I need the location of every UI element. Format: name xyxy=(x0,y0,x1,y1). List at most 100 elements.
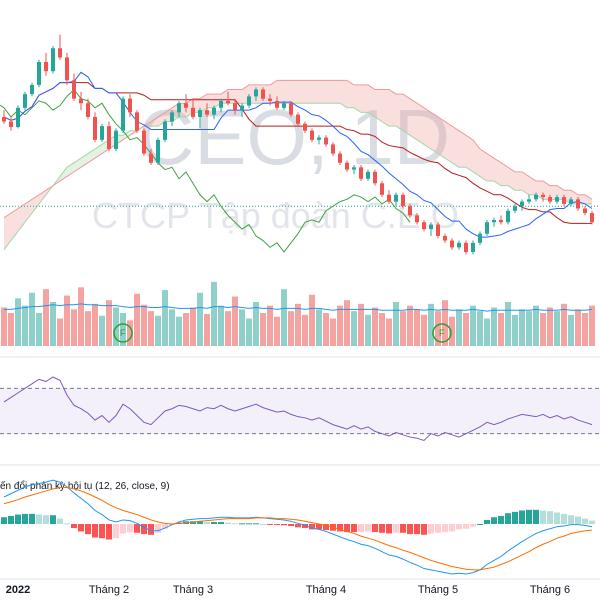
volume-bar xyxy=(372,307,378,346)
cloud-segment xyxy=(473,139,480,177)
macd-histogram-bar xyxy=(393,524,399,533)
volume-bar xyxy=(176,316,182,346)
macd-histogram-bar xyxy=(400,524,406,533)
candle-body xyxy=(128,98,132,113)
volume-bar xyxy=(407,305,413,346)
candle-body xyxy=(65,57,69,81)
macd-histogram-bar xyxy=(498,515,504,524)
volume-bar xyxy=(421,314,427,346)
macd-histogram-bar xyxy=(288,524,294,527)
macd-histogram-bar xyxy=(337,524,343,532)
volume-bar xyxy=(253,302,259,346)
candle-body xyxy=(247,96,251,106)
candle-body xyxy=(23,94,27,108)
candle-body xyxy=(184,103,188,108)
cloud-segment xyxy=(333,80,340,104)
macd-histogram-bar xyxy=(547,511,553,524)
candle-body xyxy=(373,171,377,184)
volume-bar xyxy=(36,313,42,346)
volume-bar xyxy=(134,293,140,346)
candle-body xyxy=(233,103,237,111)
candle-body xyxy=(555,197,559,202)
volume-marker-label: F xyxy=(120,328,126,338)
volume-bar xyxy=(183,313,189,346)
cloud-segment xyxy=(438,116,445,159)
volume-bar xyxy=(302,314,308,346)
candle-body xyxy=(422,222,426,230)
macd-histogram-bar xyxy=(141,524,147,535)
macd-histogram-bar xyxy=(22,513,28,524)
rsi-pane xyxy=(0,376,600,442)
macd-histogram-bar xyxy=(428,524,434,534)
volume-bar xyxy=(477,311,483,346)
volume-marker-label: F xyxy=(439,328,445,338)
volume-bar xyxy=(64,295,70,346)
macd-histogram-bar xyxy=(309,524,315,530)
candle-body xyxy=(37,62,41,85)
volume-bar xyxy=(267,305,273,346)
volume-bar xyxy=(316,309,322,346)
candle-body xyxy=(450,240,454,248)
cloud-segment xyxy=(452,126,459,168)
volume-marker-circle xyxy=(432,323,452,343)
volume-bar xyxy=(442,300,448,346)
volume-marker-circle xyxy=(113,323,133,343)
macd-histogram-bar xyxy=(64,523,70,525)
volume-bar xyxy=(309,294,315,346)
cloud-segment xyxy=(354,84,361,113)
cloud-segment xyxy=(207,94,214,108)
volume-bar xyxy=(169,309,175,346)
macd-histogram-bar xyxy=(582,518,588,524)
cloud-segment xyxy=(487,153,494,182)
candle-body xyxy=(163,121,167,140)
cloud-segment xyxy=(312,80,319,104)
macd-histogram-bar xyxy=(295,524,301,528)
volume-bar xyxy=(435,311,441,346)
macd-histogram-bar xyxy=(491,517,497,524)
cloud-segment xyxy=(382,89,389,127)
cloud-segment xyxy=(284,80,291,104)
volume-bar xyxy=(449,316,455,346)
volume-bar xyxy=(92,303,98,346)
cloud-segment xyxy=(319,80,326,104)
volume-bar xyxy=(463,313,469,346)
candle-body xyxy=(401,194,405,207)
candle-body xyxy=(191,107,195,117)
macd-histogram-bar xyxy=(99,524,105,539)
macd-histogram-bar xyxy=(197,521,203,524)
volume-bar xyxy=(491,307,497,346)
cloud-segment xyxy=(417,103,424,145)
time-axis-label: Tháng 2 xyxy=(89,584,129,596)
volume-bar xyxy=(57,318,63,346)
volume-bar xyxy=(190,307,196,346)
cloud-segment xyxy=(508,167,515,191)
volume-bar xyxy=(99,315,105,346)
cloud-segment xyxy=(368,84,375,117)
macd-histogram-bar xyxy=(253,523,259,525)
macd-histogram-bar xyxy=(36,514,42,524)
candle-body xyxy=(114,130,118,149)
volume-bar xyxy=(554,311,560,346)
volume-bar xyxy=(162,290,168,346)
cloud-segment xyxy=(480,149,487,182)
macd-histogram-bar xyxy=(232,523,238,525)
candle-body xyxy=(415,215,419,223)
macd-histogram-bar xyxy=(540,510,546,524)
macd-histogram-bar xyxy=(351,524,357,533)
volume-bar xyxy=(582,313,588,346)
volume-bar xyxy=(1,307,7,346)
cloud-segment xyxy=(410,98,417,140)
cloud-segment xyxy=(529,176,536,195)
macd-histogram-bar xyxy=(372,524,378,533)
volume-bar xyxy=(211,281,217,346)
cloud-segment xyxy=(270,80,277,104)
volume-bar xyxy=(456,309,462,346)
candlesticks xyxy=(2,34,594,255)
time-axis-label: Tháng 6 xyxy=(530,584,570,596)
cloud-segment xyxy=(347,80,354,108)
macd-histogram-bar xyxy=(456,524,462,530)
candle-body xyxy=(548,197,552,202)
candle-body xyxy=(576,199,580,209)
rsi-band xyxy=(0,388,600,434)
